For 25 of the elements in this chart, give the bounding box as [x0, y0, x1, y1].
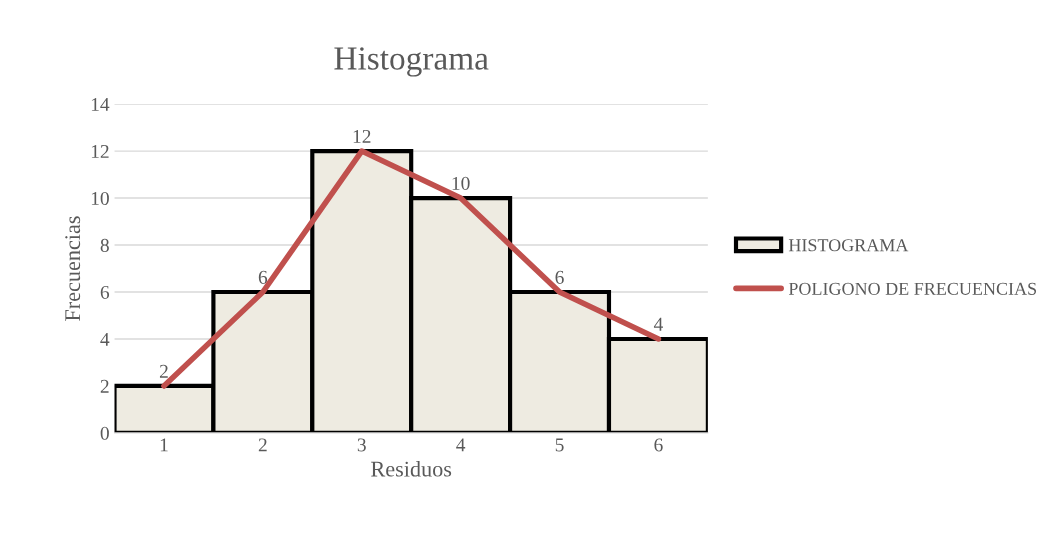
x-tick-label: 1: [160, 438, 168, 452]
data-label: 4: [653, 317, 663, 331]
y-tick-label: 8: [100, 238, 109, 252]
y-tick-label: 4: [100, 332, 110, 346]
y-tick-label: 0: [100, 426, 109, 440]
x-tick-label: 6: [654, 438, 663, 452]
chart-title: Histograma: [334, 47, 489, 77]
legend-label: HISTOGRAMA: [788, 239, 909, 252]
y-tick-label: 12: [91, 144, 109, 158]
y-axis-title: Frecuencias: [65, 216, 81, 321]
x-tick-label: 4: [456, 438, 466, 452]
x-tick-label: 5: [555, 438, 564, 452]
data-label: 6: [555, 270, 564, 284]
data-label: 2: [159, 364, 168, 378]
y-tick-label: 2: [100, 379, 109, 393]
x-tick-label: 2: [258, 438, 267, 452]
x-tick-label: 3: [357, 438, 366, 452]
y-tick-label: 14: [91, 98, 110, 111]
data-label: 6: [258, 270, 268, 284]
data-label: 12: [353, 129, 371, 143]
y-tick-label: 6: [100, 285, 110, 299]
x-axis-title: Residuos: [371, 460, 452, 477]
legend-label: POLIGONO DE FRECUENCIAS: [788, 282, 1037, 295]
data-label: 10: [452, 176, 470, 190]
y-tick-label: 10: [91, 191, 109, 205]
